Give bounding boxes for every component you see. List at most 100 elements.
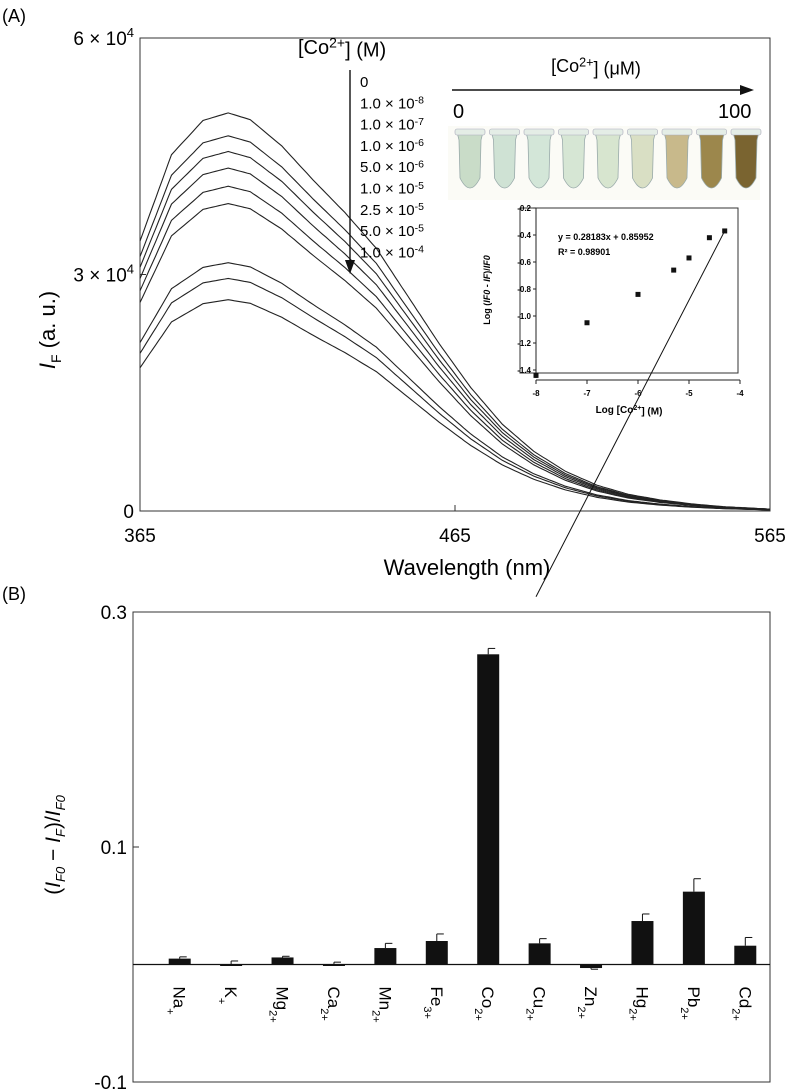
category-label: Zn2+ <box>575 987 600 1019</box>
panel-a-axes: 365 465 565 0 3 × 104 6 × 104 <box>73 25 785 547</box>
panel-a-spectra: (A) 365 465 565 0 3 × 104 6 × 104 Wavelength … <box>2 6 786 597</box>
concentration-label: 1.0 × 10-7 <box>360 116 424 134</box>
bar <box>168 958 191 965</box>
vial-photo-axis-label: [Co2+] (μM) <box>551 55 641 78</box>
bar <box>580 964 603 969</box>
concentration-label: 1.0 × 10-5 <box>360 180 424 198</box>
inset-calibration-plot: -0.2 -0.4 -0.6 -0.8 -1.0 -1.2 -1.4 -8 -7 -6 -5 -4 y… <box>482 204 744 597</box>
a-x-tick-label: 465 <box>439 526 471 547</box>
vial-photo: [Co2+] (μM) 0 100 <box>448 55 762 200</box>
category-label: Co2+ <box>472 987 497 1021</box>
inset-y-tick-label: -1.4 <box>517 366 531 375</box>
category-label: Hg2+ <box>626 987 651 1021</box>
inset-point <box>635 291 641 297</box>
b-y-tick-label: -0.1 <box>94 1073 127 1090</box>
bar <box>374 948 397 965</box>
inset-y-tick-label: -0.4 <box>517 231 531 240</box>
a-y-tick-label: 3 × 104 <box>73 262 134 287</box>
category-label: Na+ <box>164 987 189 1015</box>
panel-b-y-axis-label: (IF0 − IF)/IF0 <box>42 794 68 894</box>
spectrum-line <box>139 112 771 510</box>
inset-y-tick-label: -0.6 <box>517 258 531 267</box>
concentration-label: 0 <box>360 74 368 91</box>
category-label: Cd2+ <box>729 987 754 1021</box>
bar <box>322 964 345 966</box>
vial <box>627 128 658 189</box>
a-y-tick-label: 6 × 104 <box>73 25 134 50</box>
concentration-label: 5.0 × 10-5 <box>360 222 424 240</box>
inset-point <box>706 235 712 241</box>
vial <box>489 128 520 189</box>
spectrum-line <box>139 203 771 511</box>
bar <box>425 941 448 965</box>
a-x-tick-label: 365 <box>124 526 156 547</box>
inset-point <box>671 267 677 273</box>
bar <box>220 964 243 966</box>
vial-photo-axis-end: 100 <box>718 101 751 123</box>
b-y-tick-label: 0.3 <box>101 603 127 624</box>
inset-x-tick-label: -6 <box>634 389 642 398</box>
inset-x-tick-label: -8 <box>532 389 540 398</box>
spectrum-line <box>139 299 770 511</box>
inset-y-tick-label: -1.2 <box>517 339 531 348</box>
concentration-label: 1.0 × 10-6 <box>360 137 424 155</box>
inset-point <box>686 255 692 261</box>
category-label: Mg2+ <box>267 987 292 1023</box>
concentration-arrow-head <box>345 260 355 274</box>
inset-y-axis-label: Log (IF0 - IF)/IF0 <box>482 255 492 325</box>
concentration-label: 1.0 × 10-4 <box>360 244 424 262</box>
inset-x-tick-label: -5 <box>685 389 693 398</box>
category-label: Pb2+ <box>678 987 703 1020</box>
concentration-label: 1.0 × 10-8 <box>360 95 424 113</box>
panel-b-category-labels: Na+ K+ Mg2+ Ca2+ Mn2+ Fe3+ Co2+ Cu2+ Zn2+ Hg2+ Pb2… <box>164 987 755 1023</box>
inset-point <box>722 228 728 234</box>
vial <box>696 128 727 189</box>
bar <box>477 654 500 965</box>
bar <box>528 943 551 965</box>
vial <box>661 128 693 189</box>
panel-a-label: (A) <box>2 6 26 26</box>
bar <box>271 957 294 965</box>
panel-b-label: (B) <box>2 584 26 604</box>
vial <box>558 128 589 189</box>
category-label: Ca2+ <box>318 987 343 1021</box>
concentration-label: 5.0 × 10-6 <box>360 158 424 176</box>
vial <box>730 128 762 189</box>
category-label: Fe3+ <box>421 987 446 1019</box>
inset-fit-line <box>535 230 726 597</box>
inset-r2: R² = 0.98901 <box>558 247 610 257</box>
panel-b-selectivity: (B) -0.1 0.1 0.3 Na+ K+ Mg2+ Ca2+ Mn2+ Fe3+ Co2+… <box>2 584 771 1090</box>
concentration-legend: [Co2+] (M) 0 1.0 × 10-8 1.0 × 10-7 1.0 × 10… <box>298 35 424 274</box>
bar <box>734 945 757 965</box>
category-label: Cu2+ <box>524 987 549 1021</box>
category-label: Mn2+ <box>369 987 394 1023</box>
category-label: K+ <box>215 987 240 1005</box>
inset-y-tick-label: -1.0 <box>517 312 531 321</box>
concentration-label: 2.5 × 10-5 <box>360 201 424 219</box>
inset-x-tick-label: -7 <box>583 389 591 398</box>
inset-y-tick-label: -0.2 <box>517 204 531 213</box>
inset-x-axis-label: Log [Co2+] (M) <box>596 405 663 418</box>
panel-a-x-axis-label: Wavelength (nm) <box>384 555 551 580</box>
vial-photo-axis-start: 0 <box>453 101 464 123</box>
bar <box>682 891 705 965</box>
inset-frame <box>519 207 739 374</box>
bar <box>631 921 654 965</box>
b-y-tick-label: 0.1 <box>101 838 127 859</box>
vial-photo-axis-arrow-head <box>740 85 754 95</box>
inset-y-tick-label: -0.8 <box>517 285 531 294</box>
panel-a-y-axis-label: IF (a. u.) <box>35 291 64 369</box>
panel-a-curves <box>139 112 771 511</box>
vial <box>523 128 555 189</box>
inset-point <box>584 320 590 326</box>
concentration-legend-title: [Co2+] (M) <box>298 35 386 62</box>
vial <box>454 128 486 189</box>
a-y-tick-label: 0 <box>123 502 134 523</box>
inset-point <box>533 372 539 378</box>
panel-b-bars <box>168 647 757 970</box>
panel-b-plot-frame <box>132 611 771 1083</box>
inset-equation: y = 0.28183x + 0.85952 <box>558 232 654 242</box>
vial <box>592 128 624 189</box>
inset-x-tick-label: -4 <box>736 389 744 398</box>
